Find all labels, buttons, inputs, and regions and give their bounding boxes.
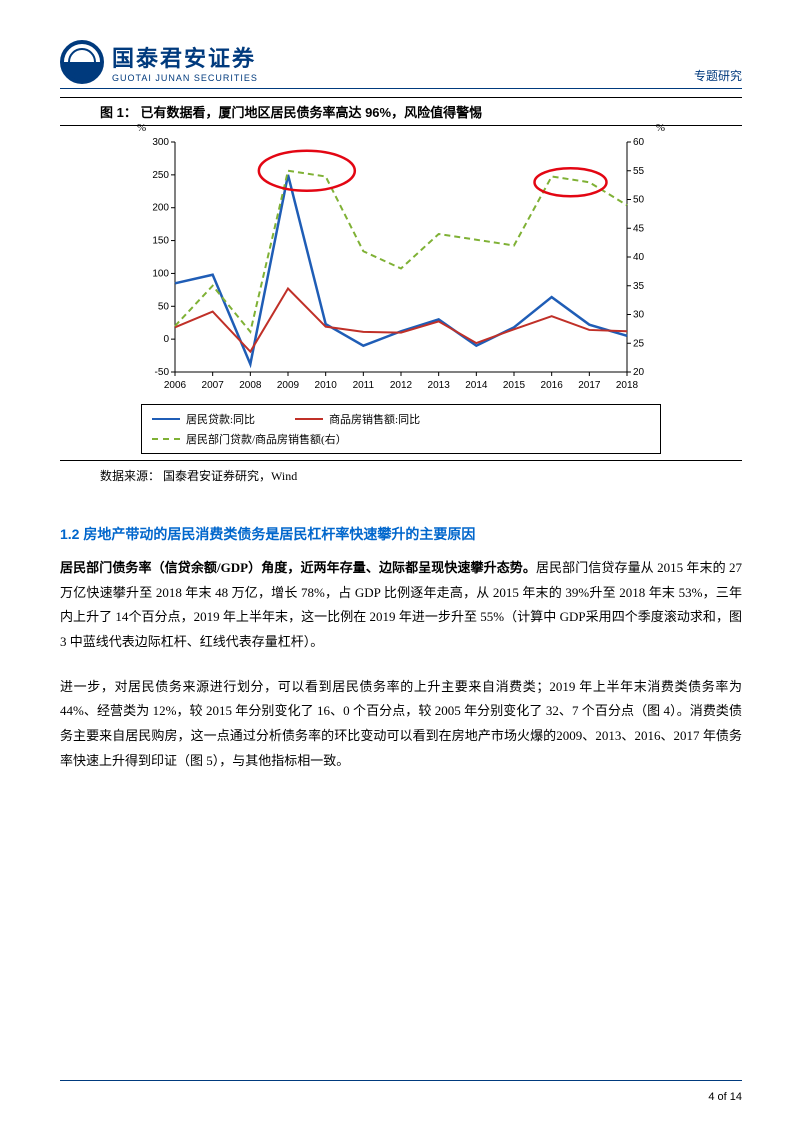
legend-item: 居民部门贷款/商品房销售额(右） [152, 431, 347, 447]
svg-text:-50: -50 [155, 367, 170, 378]
svg-text:2010: 2010 [315, 380, 338, 391]
svg-text:2012: 2012 [390, 380, 413, 391]
svg-text:35: 35 [633, 281, 645, 292]
svg-text:2009: 2009 [277, 380, 300, 391]
svg-text:2018: 2018 [616, 380, 639, 391]
logo-text-en: GUOTAI JUNAN SECURITIES [112, 73, 258, 83]
figure-source: 数据来源： 国泰君安证券研究，Wind [60, 460, 742, 484]
svg-text:300: 300 [152, 137, 169, 148]
brand-logo: 国泰君安证券 GUOTAI JUNAN SECURITIES [60, 40, 258, 84]
figure-caption-text: 已有数据看，厦门地区居民债务率高达 96%，风险值得警惕 [140, 105, 482, 120]
legend-label: 居民贷款:同比 [186, 411, 255, 427]
figure-caption: 图 1： 已有数据看，厦门地区居民债务率高达 96%，风险值得警惕 [60, 97, 742, 126]
svg-text:2016: 2016 [541, 380, 564, 391]
svg-text:20: 20 [633, 367, 645, 378]
svg-text:45: 45 [633, 223, 645, 234]
legend-label: 居民部门贷款/商品房销售额(右） [186, 431, 347, 447]
legend-item: 商品房销售额:同比 [295, 411, 420, 427]
svg-text:2008: 2008 [239, 380, 262, 391]
paragraph-1: 居民部门债务率（信贷余额/GDP）角度，近两年存量、边际都呈现快速攀升态势。居民… [60, 556, 742, 655]
logo-text-cn: 国泰君安证券 [112, 41, 258, 73]
svg-text:50: 50 [158, 301, 170, 312]
svg-text:200: 200 [152, 203, 169, 214]
svg-text:2015: 2015 [503, 380, 526, 391]
para1-lead: 居民部门债务率（信贷余额/GDP）角度，近两年存量、边际都呈现快速攀升态势。 [60, 560, 536, 575]
svg-text:150: 150 [152, 236, 169, 247]
svg-text:250: 250 [152, 170, 169, 181]
svg-text:30: 30 [633, 310, 645, 321]
svg-text:60: 60 [633, 137, 645, 148]
paragraph-2: 进一步，对居民债务来源进行划分，可以看到居民债务率的上升主要来自消费类；2019… [60, 675, 742, 774]
svg-text:40: 40 [633, 252, 645, 263]
legend-label: 商品房销售额:同比 [329, 411, 420, 427]
left-y-unit: % [137, 122, 146, 134]
svg-text:50: 50 [633, 195, 645, 206]
chart-legend: 居民贷款:同比 商品房销售额:同比居民部门贷款/商品房销售额(右） [141, 404, 661, 454]
svg-text:0: 0 [163, 334, 169, 345]
legend-item: 居民贷款:同比 [152, 411, 255, 427]
svg-text:2011: 2011 [353, 380, 375, 391]
chart-plot-area: % % -50050100150200250300202530354045505… [141, 136, 661, 396]
svg-text:2007: 2007 [202, 380, 225, 391]
svg-text:55: 55 [633, 166, 645, 177]
svg-text:100: 100 [152, 268, 169, 279]
source-value: 国泰君安证券研究，Wind [163, 469, 297, 483]
svg-text:2017: 2017 [578, 380, 601, 391]
page-header: 国泰君安证券 GUOTAI JUNAN SECURITIES 专题研究 [60, 40, 742, 89]
chart-svg: -50 0 50 100 150 200 250 300 20 25 30 35 40 45 50 55 60 2… [141, 136, 661, 396]
chart-container: % % -50050100150200250300202530354045505… [60, 136, 742, 454]
right-y-unit: % [656, 122, 665, 134]
page-number: 4 of 14 [708, 1091, 742, 1103]
source-label: 数据来源： [100, 469, 160, 483]
footer-rule [60, 1080, 742, 1081]
figure-number: 图 1： [100, 105, 137, 120]
doc-category: 专题研究 [694, 67, 742, 84]
svg-text:25: 25 [633, 338, 645, 349]
svg-text:2014: 2014 [465, 380, 488, 391]
svg-text:2013: 2013 [428, 380, 451, 391]
svg-text:2006: 2006 [164, 380, 187, 391]
logo-icon [60, 40, 104, 84]
section-heading: 1.2 房地产带动的居民消费类债务是居民杠杆率快速攀升的主要原因 [60, 524, 742, 544]
